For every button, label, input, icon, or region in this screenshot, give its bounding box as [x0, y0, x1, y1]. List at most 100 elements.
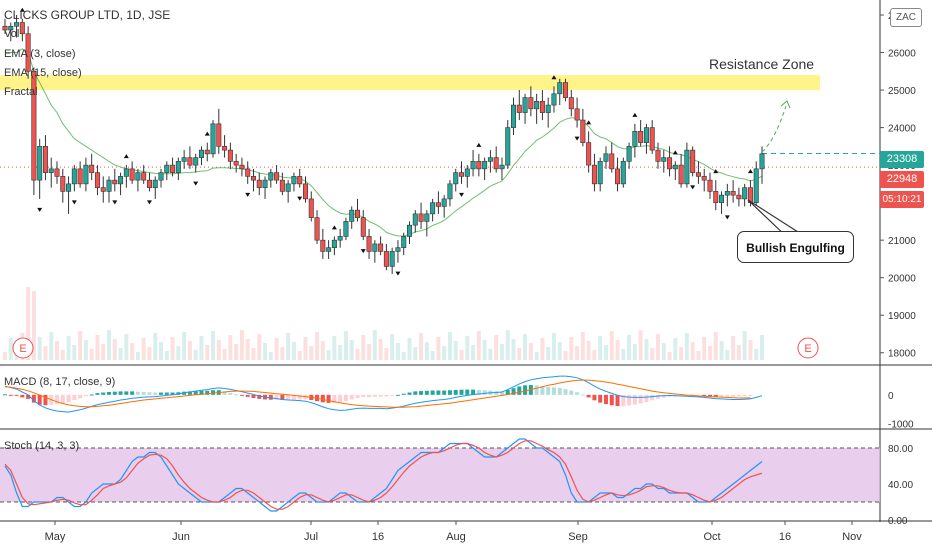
candle-body [268, 172, 274, 181]
resistance-zone [0, 75, 820, 91]
candle-body [389, 251, 395, 267]
candle-body [736, 194, 742, 200]
volume-bar [413, 347, 418, 360]
macd-histogram-bar [436, 390, 441, 395]
macd-histogram-bar [482, 390, 487, 395]
macd-histogram-bar [465, 389, 470, 395]
stoch-axis-label: 0.00 [888, 516, 908, 527]
candle-body [412, 213, 418, 226]
macd-histogram-bar [124, 391, 129, 395]
candle-body [308, 198, 314, 218]
fractal-up-marker [672, 150, 678, 155]
macd-histogram-bar [222, 391, 227, 395]
macd-histogram-bar [361, 394, 366, 398]
fractal-down-marker [71, 200, 77, 205]
time-tick-label: May [45, 531, 66, 543]
candle-body [349, 209, 355, 222]
macd-histogram-bar [407, 392, 412, 395]
chart-title: CLICKS GROUP LTD, 1D, JSE [4, 8, 171, 22]
candle-body [146, 179, 152, 188]
volume-bar [234, 344, 239, 360]
macd-axis-label: -1000 [888, 420, 914, 431]
volume-bar [384, 348, 389, 360]
candle-body [643, 127, 649, 143]
candle-body [227, 149, 233, 162]
candle-body [695, 172, 701, 177]
candle-body [383, 251, 389, 267]
volume-bar [268, 352, 273, 360]
volume-bar [182, 332, 187, 360]
candle-body [713, 191, 719, 203]
volume-bar [338, 345, 343, 360]
candle-body [239, 164, 245, 170]
candle-body [603, 153, 609, 162]
candle-body [112, 179, 118, 185]
candle-body [354, 209, 360, 218]
candle-body [233, 161, 239, 166]
macd-histogram-bar [442, 390, 447, 395]
volume-bar [655, 334, 660, 360]
macd-histogram-bar [43, 394, 48, 406]
fractal-down-marker [690, 185, 696, 190]
volume-bar [609, 331, 614, 360]
candle-body [77, 168, 83, 185]
time-tick-label: Sep [568, 531, 588, 543]
fractal-down-marker [395, 271, 401, 276]
volume-bar [3, 352, 7, 360]
macd-histogram-bar [228, 392, 233, 395]
fractal-up-marker [632, 112, 638, 117]
volume-bar [135, 352, 140, 360]
price-tick-label: 18000 [888, 349, 916, 360]
volume-bar [72, 345, 77, 360]
volume-bar [390, 334, 395, 360]
candle-body [395, 247, 401, 252]
annotation-bullish-engulfing[interactable]: Bullish Engulfing [737, 231, 854, 263]
volume-bar [66, 336, 71, 360]
candle-body [164, 164, 170, 173]
volume-bar [517, 348, 522, 360]
macd-histogram-bar [499, 391, 504, 395]
macd-histogram-bar [66, 394, 71, 403]
candle-body [152, 179, 158, 188]
macd-histogram-bar [598, 394, 603, 403]
volume-bar [632, 344, 637, 360]
fractal-up-marker [713, 169, 719, 174]
candle-body [222, 146, 228, 151]
macd-histogram-bar [586, 394, 591, 398]
fractal-up-marker [586, 120, 592, 125]
volume-bar [713, 332, 718, 360]
volume-bar [286, 333, 291, 360]
volume-bar [546, 347, 551, 360]
volume-bar [731, 336, 736, 360]
candle-body [690, 149, 696, 173]
candle-body [505, 127, 511, 166]
candle-body [25, 33, 31, 72]
volume-bar [216, 340, 221, 360]
candle-body [459, 172, 465, 177]
macd-histogram-bar [696, 394, 701, 396]
macd-histogram-bar [205, 390, 210, 395]
candle-body [210, 123, 216, 155]
macd-histogram-bar [199, 390, 204, 395]
candle-body [343, 221, 349, 237]
fractal-up-marker [204, 131, 210, 136]
volume-bar [690, 342, 695, 360]
macd-histogram-bar [546, 386, 551, 395]
macd-histogram-bar [505, 389, 510, 395]
volume-bar [361, 335, 366, 360]
candle-body [707, 179, 713, 192]
candle-body [638, 131, 644, 143]
volume-bar [586, 341, 591, 360]
macd-histogram-bar [141, 391, 146, 395]
volume-bar [83, 340, 88, 360]
volume-bar [511, 339, 516, 360]
fractal-down-marker [360, 249, 366, 254]
stoch-label: Stoch (14, 3, 3) [4, 440, 80, 452]
volume-bar [159, 342, 164, 360]
currency-badge[interactable]: ZAC [890, 8, 922, 27]
price-tick-label: 21000 [888, 236, 916, 247]
volume-bar [378, 339, 383, 360]
volume-bar [603, 345, 608, 360]
macd-histogram-bar [638, 394, 643, 404]
